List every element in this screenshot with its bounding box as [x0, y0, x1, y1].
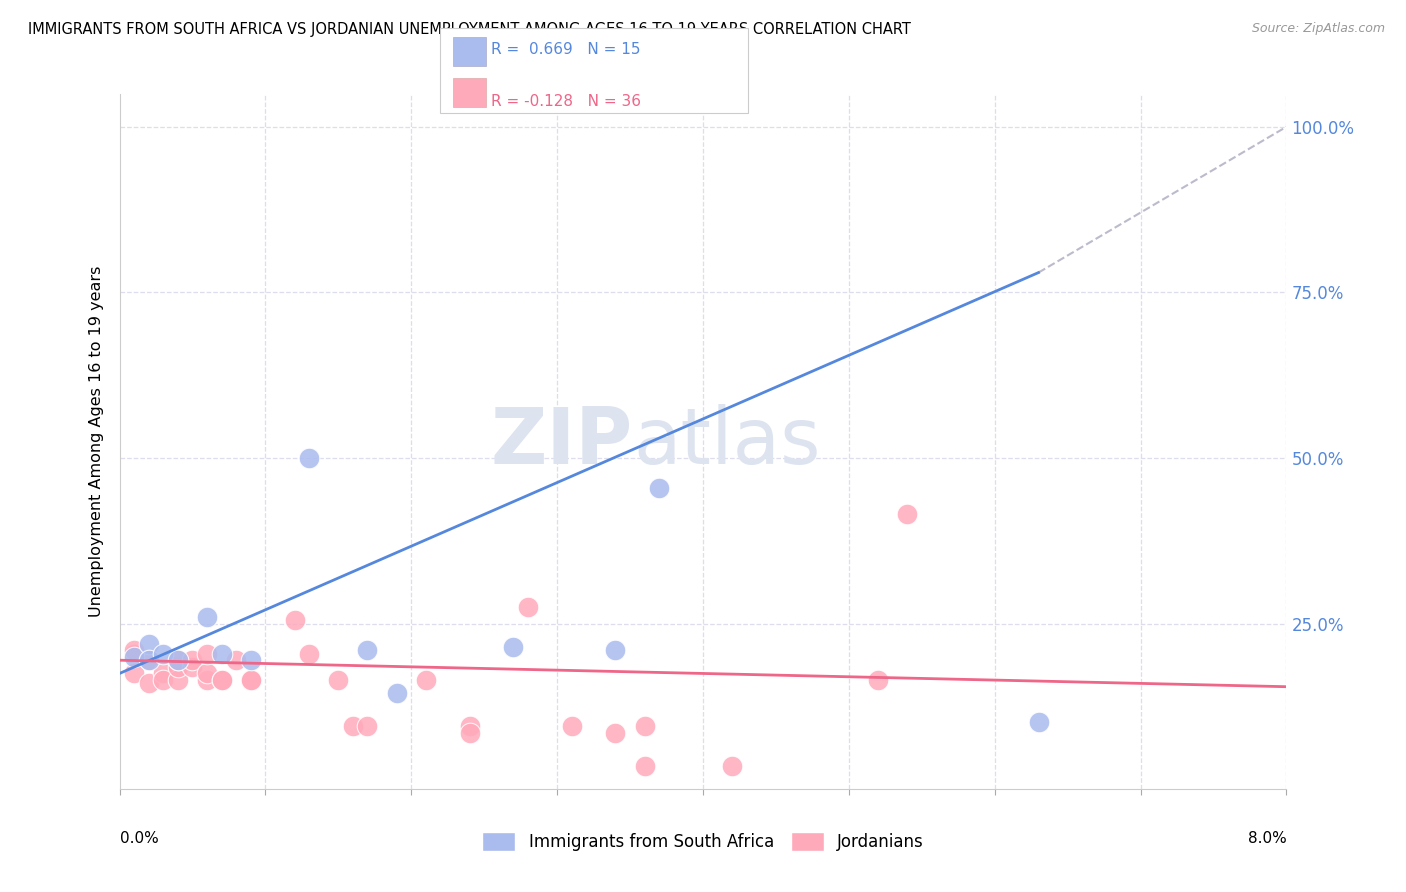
Point: [181, 653, 204, 667]
Point: [1028, 715, 1050, 730]
Point: [458, 726, 481, 740]
Point: [152, 673, 174, 687]
Point: [356, 643, 378, 657]
Point: [152, 666, 174, 681]
Point: [415, 673, 437, 687]
Point: [195, 610, 218, 624]
Point: [298, 451, 321, 466]
Point: [239, 653, 262, 667]
Point: [211, 673, 233, 687]
Point: [181, 660, 204, 674]
Point: [284, 614, 307, 628]
Point: [138, 653, 160, 667]
Text: R = -0.128   N = 36: R = -0.128 N = 36: [491, 94, 641, 109]
Point: [122, 647, 145, 661]
Point: [328, 673, 350, 687]
Point: [166, 660, 188, 674]
Point: [166, 673, 188, 687]
Point: [166, 653, 188, 667]
Point: [211, 673, 233, 687]
Point: [605, 643, 627, 657]
Point: [342, 719, 364, 733]
Point: [239, 673, 262, 687]
Point: [866, 673, 889, 687]
Point: [166, 653, 188, 667]
Point: [385, 686, 408, 700]
Legend: Immigrants from South Africa, Jordanians: Immigrants from South Africa, Jordanians: [475, 825, 931, 857]
Point: [502, 640, 524, 654]
Point: [896, 508, 918, 522]
Point: [225, 653, 247, 667]
Point: [122, 649, 145, 664]
Point: [138, 653, 160, 667]
Point: [721, 759, 744, 773]
Text: R =  0.669   N = 15: R = 0.669 N = 15: [491, 43, 640, 57]
Point: [458, 719, 481, 733]
Point: [152, 647, 174, 661]
Text: atlas: atlas: [633, 403, 821, 480]
Point: [138, 637, 160, 651]
Text: 8.0%: 8.0%: [1247, 831, 1286, 847]
Point: [122, 643, 145, 657]
Point: [605, 726, 627, 740]
Point: [195, 647, 218, 661]
Point: [648, 481, 671, 495]
Point: [195, 666, 218, 681]
Point: [211, 647, 233, 661]
Point: [138, 676, 160, 690]
Point: [561, 719, 583, 733]
Point: [517, 600, 540, 615]
Text: ZIP: ZIP: [491, 403, 633, 480]
Point: [298, 647, 321, 661]
Point: [633, 759, 655, 773]
Y-axis label: Unemployment Among Ages 16 to 19 years: Unemployment Among Ages 16 to 19 years: [89, 266, 104, 617]
Point: [195, 673, 218, 687]
Text: IMMIGRANTS FROM SOUTH AFRICA VS JORDANIAN UNEMPLOYMENT AMONG AGES 16 TO 19 YEARS: IMMIGRANTS FROM SOUTH AFRICA VS JORDANIA…: [28, 22, 911, 37]
Text: 0.0%: 0.0%: [120, 831, 159, 847]
Point: [633, 719, 655, 733]
Point: [239, 673, 262, 687]
Point: [122, 666, 145, 681]
Point: [356, 719, 378, 733]
Text: Source: ZipAtlas.com: Source: ZipAtlas.com: [1251, 22, 1385, 36]
